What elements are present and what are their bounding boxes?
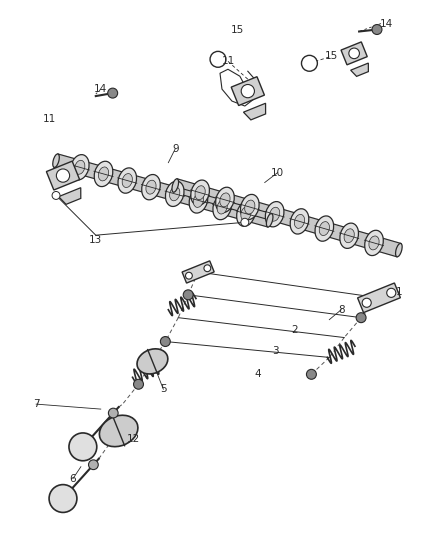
Text: 12: 12 <box>127 434 140 444</box>
Circle shape <box>387 288 396 297</box>
Ellipse shape <box>74 160 85 174</box>
Text: 4: 4 <box>254 369 261 379</box>
Text: 15: 15 <box>325 51 338 61</box>
Ellipse shape <box>142 174 160 200</box>
Polygon shape <box>54 154 272 227</box>
Ellipse shape <box>245 200 255 214</box>
Ellipse shape <box>340 223 358 248</box>
Ellipse shape <box>172 179 179 192</box>
Ellipse shape <box>369 236 379 250</box>
Polygon shape <box>182 261 214 283</box>
Ellipse shape <box>217 200 227 214</box>
Circle shape <box>356 313 366 322</box>
Ellipse shape <box>241 207 251 221</box>
Ellipse shape <box>122 174 132 188</box>
Text: 3: 3 <box>272 346 279 357</box>
Circle shape <box>186 272 192 279</box>
Text: 11: 11 <box>42 114 56 124</box>
Ellipse shape <box>365 230 383 256</box>
Ellipse shape <box>99 415 138 447</box>
Polygon shape <box>173 179 401 257</box>
Ellipse shape <box>193 193 204 207</box>
Circle shape <box>307 369 316 379</box>
Circle shape <box>362 298 371 308</box>
Ellipse shape <box>166 181 184 206</box>
Text: 6: 6 <box>70 474 76 483</box>
Ellipse shape <box>269 207 280 221</box>
Text: 14: 14 <box>94 84 107 94</box>
Ellipse shape <box>189 188 208 213</box>
Text: 15: 15 <box>231 25 244 35</box>
Ellipse shape <box>215 187 234 213</box>
Text: 8: 8 <box>338 305 345 314</box>
Text: 1: 1 <box>396 287 402 297</box>
Ellipse shape <box>195 185 205 200</box>
Ellipse shape <box>396 244 402 257</box>
Circle shape <box>49 484 77 512</box>
Ellipse shape <box>290 209 309 234</box>
Ellipse shape <box>266 214 273 227</box>
Circle shape <box>204 265 211 272</box>
Ellipse shape <box>237 201 255 227</box>
Polygon shape <box>244 103 265 120</box>
Ellipse shape <box>344 229 354 243</box>
Text: 13: 13 <box>89 235 102 245</box>
Polygon shape <box>341 42 367 65</box>
Text: 11: 11 <box>221 56 235 66</box>
Ellipse shape <box>191 180 209 205</box>
Circle shape <box>109 408 118 418</box>
Circle shape <box>183 290 193 300</box>
Circle shape <box>57 169 70 182</box>
Polygon shape <box>59 188 81 204</box>
Ellipse shape <box>319 222 329 236</box>
Circle shape <box>349 48 360 59</box>
Text: 2: 2 <box>291 325 298 335</box>
Ellipse shape <box>71 155 89 180</box>
Ellipse shape <box>213 195 232 220</box>
Text: 7: 7 <box>33 399 39 409</box>
Ellipse shape <box>315 216 334 241</box>
Circle shape <box>88 460 98 470</box>
Ellipse shape <box>137 349 168 374</box>
Polygon shape <box>357 283 400 313</box>
Circle shape <box>52 191 60 199</box>
Ellipse shape <box>220 193 230 207</box>
Ellipse shape <box>53 154 59 167</box>
Ellipse shape <box>118 168 137 193</box>
Polygon shape <box>231 77 265 106</box>
Ellipse shape <box>99 167 109 181</box>
Ellipse shape <box>265 201 284 227</box>
Circle shape <box>134 379 144 389</box>
Circle shape <box>210 51 226 67</box>
Ellipse shape <box>170 187 180 201</box>
Text: 14: 14 <box>380 19 394 29</box>
Circle shape <box>241 219 249 226</box>
Circle shape <box>160 336 170 346</box>
Text: 10: 10 <box>271 167 284 177</box>
Ellipse shape <box>240 195 259 220</box>
Circle shape <box>372 25 382 35</box>
Ellipse shape <box>294 214 304 228</box>
Polygon shape <box>351 63 368 76</box>
Circle shape <box>301 55 318 71</box>
Polygon shape <box>46 161 80 190</box>
Ellipse shape <box>94 161 113 187</box>
Text: 9: 9 <box>172 144 179 154</box>
Ellipse shape <box>146 180 156 194</box>
Text: 5: 5 <box>160 384 167 394</box>
Circle shape <box>241 85 254 98</box>
Circle shape <box>108 88 118 98</box>
Circle shape <box>69 433 97 461</box>
